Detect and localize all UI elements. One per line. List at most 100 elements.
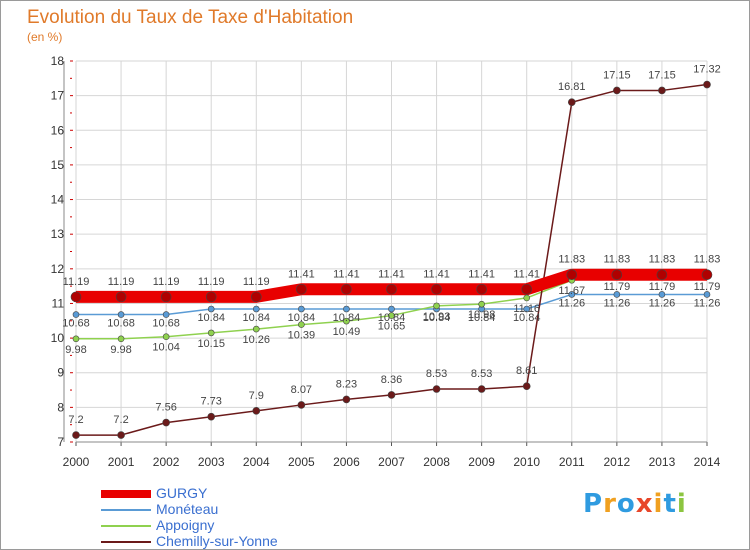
data-label: 10.39 bbox=[288, 330, 316, 342]
proxiti-logo: Proxiti bbox=[583, 489, 687, 519]
y-tick-label: 12 bbox=[51, 262, 65, 276]
data-point bbox=[162, 311, 170, 318]
legend-label: Monéteau bbox=[156, 501, 219, 517]
data-label: 11.83 bbox=[649, 254, 676, 266]
data-label: 11.79 bbox=[649, 281, 676, 293]
data-label: 10.49 bbox=[333, 326, 361, 338]
data-point bbox=[207, 305, 215, 313]
logo-letter: i bbox=[676, 489, 687, 519]
data-point bbox=[252, 407, 261, 415]
y-tick-label: 8 bbox=[57, 400, 64, 414]
data-point bbox=[250, 291, 262, 303]
data-point bbox=[658, 291, 666, 298]
series-layer bbox=[70, 80, 713, 439]
data-label: 10.65 bbox=[378, 321, 406, 333]
data-label: 11.83 bbox=[694, 254, 721, 266]
y-tick-label: 14 bbox=[51, 193, 65, 207]
data-label: 10.68 bbox=[107, 318, 135, 330]
data-point bbox=[297, 401, 306, 409]
logo-letter: i bbox=[653, 489, 664, 519]
data-label: 11.41 bbox=[468, 268, 495, 280]
logo-letter: x bbox=[635, 489, 654, 519]
data-point bbox=[431, 283, 442, 295]
logo-letter: P bbox=[583, 489, 604, 519]
data-point bbox=[160, 291, 172, 303]
data-label: 8.07 bbox=[291, 384, 312, 396]
data-point bbox=[252, 325, 260, 333]
x-tick-label: 2010 bbox=[513, 455, 540, 469]
data-label: 11.19 bbox=[108, 276, 135, 288]
data-label: 11.19 bbox=[243, 276, 270, 288]
legend-swatch bbox=[101, 525, 151, 527]
data-point bbox=[701, 269, 713, 281]
x-tick-label: 2001 bbox=[108, 455, 135, 469]
data-label: 7.73 bbox=[201, 396, 222, 408]
y-tick-label: 13 bbox=[51, 227, 65, 241]
data-point bbox=[521, 283, 533, 295]
legend-swatch bbox=[101, 490, 151, 498]
x-tick-label: 2006 bbox=[333, 455, 360, 469]
data-point bbox=[522, 382, 531, 391]
data-label: 17.15 bbox=[603, 69, 631, 81]
legend-swatch bbox=[101, 541, 151, 543]
data-label: 11.41 bbox=[378, 268, 405, 280]
data-point bbox=[341, 283, 352, 295]
data-label: 11.41 bbox=[333, 268, 360, 280]
y-tick-label: 16 bbox=[51, 123, 65, 137]
data-label: 8.53 bbox=[471, 368, 492, 380]
data-point bbox=[523, 305, 531, 313]
data-label: 7.56 bbox=[155, 402, 176, 414]
legend-label: GURGY bbox=[156, 485, 208, 501]
data-point bbox=[72, 335, 80, 343]
data-label: 11.83 bbox=[603, 254, 630, 266]
data-point bbox=[387, 391, 396, 399]
chart-unit-label: (en %) bbox=[27, 30, 63, 44]
data-label: 10.84 bbox=[243, 312, 271, 324]
x-tick-label: 2002 bbox=[153, 455, 180, 469]
data-point bbox=[252, 305, 260, 313]
data-label: 11.67 bbox=[558, 285, 585, 297]
grid-layer bbox=[75, 60, 708, 443]
data-label: 10.26 bbox=[243, 334, 271, 346]
axis-layer: 7 8 9 10 11 12 13 14 15 16 17 18 2000 2001 2002 2003 200… bbox=[51, 54, 721, 469]
data-point bbox=[296, 283, 307, 295]
data-label: 17.32 bbox=[693, 64, 721, 76]
data-point bbox=[656, 269, 668, 281]
data-point bbox=[207, 329, 215, 337]
data-label: 11.26 bbox=[558, 297, 585, 309]
data-point bbox=[343, 317, 350, 325]
data-label: 9.98 bbox=[110, 344, 131, 356]
data-point bbox=[115, 291, 127, 303]
data-point bbox=[342, 395, 351, 404]
data-point bbox=[703, 291, 711, 298]
data-point bbox=[72, 431, 80, 439]
data-label: 11.26 bbox=[694, 297, 721, 309]
data-label: 10.84 bbox=[288, 312, 316, 324]
data-point bbox=[703, 80, 711, 89]
data-label: 10.15 bbox=[197, 338, 225, 350]
y-tick-label: 10 bbox=[51, 331, 65, 345]
data-point bbox=[205, 291, 217, 303]
data-point bbox=[523, 294, 531, 302]
data-point bbox=[117, 335, 125, 343]
x-tick-label: 2007 bbox=[378, 455, 405, 469]
data-label: 10.68 bbox=[62, 318, 90, 330]
x-tick-label: 2014 bbox=[694, 455, 721, 469]
data-label: 10.84 bbox=[423, 312, 451, 324]
data-label: 11.19 bbox=[198, 276, 225, 288]
data-label: 11.19 bbox=[63, 276, 90, 288]
data-point bbox=[611, 269, 623, 281]
data-point bbox=[162, 418, 170, 427]
data-label: 11.41 bbox=[288, 268, 315, 280]
data-point bbox=[298, 321, 305, 328]
x-tick-label: 2011 bbox=[559, 455, 585, 469]
data-label: 9.98 bbox=[65, 344, 86, 356]
legend-label: Appoigny bbox=[156, 517, 215, 533]
data-point bbox=[388, 305, 395, 313]
y-tick-label: 17 bbox=[51, 89, 65, 103]
data-point bbox=[207, 412, 216, 421]
data-point bbox=[388, 312, 395, 319]
x-tick-label: 2005 bbox=[288, 455, 315, 469]
x-tick-label: 2000 bbox=[63, 455, 90, 469]
